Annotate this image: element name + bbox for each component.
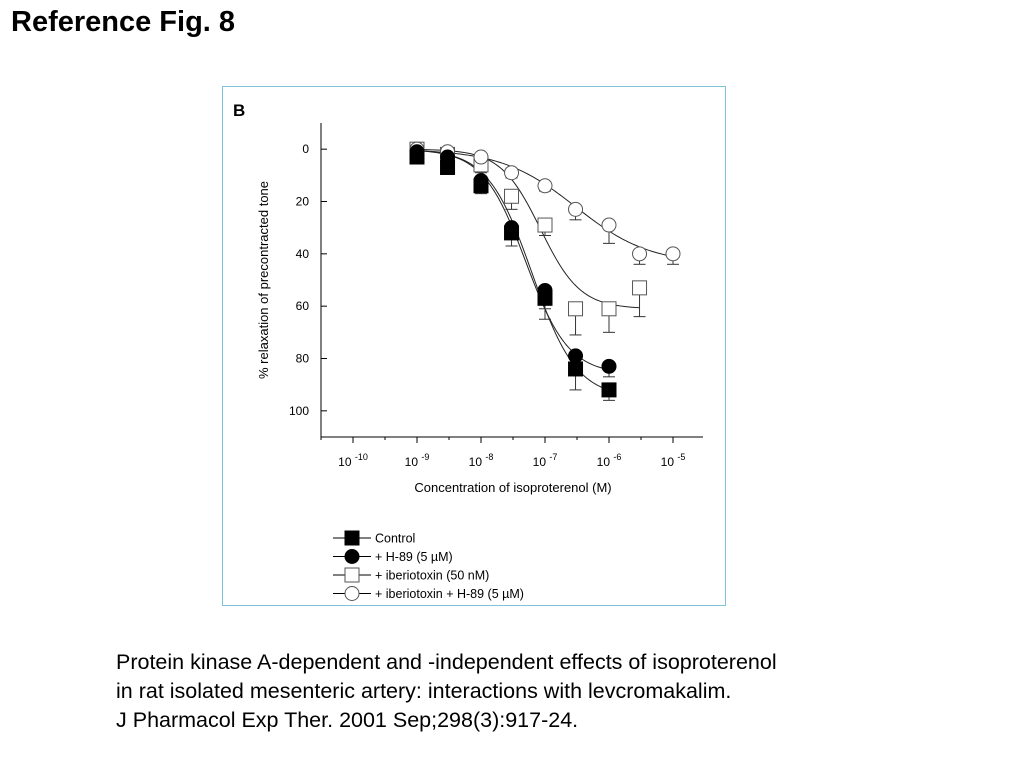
legend-marker <box>344 549 360 564</box>
legend-marker <box>344 530 360 546</box>
data-point <box>537 178 553 194</box>
data-point <box>601 358 617 374</box>
legend-label: + H-89 (5 µM) <box>375 550 453 564</box>
data-point <box>632 246 648 262</box>
data-point <box>568 361 584 377</box>
y-tick-label: 80 <box>296 352 310 366</box>
data-point <box>568 301 584 317</box>
legend: Control + H-89 (5 µM) + iberiotoxin (50 nM… <box>333 530 524 601</box>
caption-line: Protein kinase A-dependent and -independ… <box>116 650 777 674</box>
legend-label: + iberiotoxin + H-89 (5 µM) <box>375 587 524 601</box>
data-point <box>665 246 681 262</box>
legend-label: + iberiotoxin (50 nM) <box>375 569 489 583</box>
slide-title: Reference Fig. 8 <box>11 6 236 38</box>
y-tick-label: 20 <box>296 195 310 209</box>
data-point <box>601 382 617 398</box>
x-tick-label: 10 -7 <box>533 452 558 469</box>
fit-curve <box>416 150 610 371</box>
y-tick-label: 60 <box>296 299 310 313</box>
fit-curve <box>416 150 674 258</box>
x-tick-label: 10 -5 <box>661 452 686 469</box>
figure-frame: B 0 20 40 60 80 100 10 -10 10 -9 10 -8 10 -7 10 -6… <box>222 86 726 606</box>
data-point <box>537 217 553 233</box>
data-points <box>409 141 681 398</box>
y-tick-label: 100 <box>289 404 309 418</box>
y-tick-label: 40 <box>296 247 310 261</box>
data-point <box>504 165 520 181</box>
x-tick-label: 10 -6 <box>597 452 622 469</box>
data-point <box>473 173 489 189</box>
y-axis-label: % relaxation of precontracted tone <box>256 181 271 379</box>
panel-label: B <box>233 101 245 120</box>
chart: B 0 20 40 60 80 100 10 -10 10 -9 10 -8 10 -7 10 -6… <box>233 101 703 601</box>
caption-line: J Pharmacol Exp Ther. 2001 Sep;298(3):91… <box>116 708 579 732</box>
y-tick-label: 0 <box>302 142 309 156</box>
data-point <box>409 144 425 160</box>
legend-label: Control <box>375 532 415 546</box>
data-point <box>568 348 584 364</box>
x-tick-label: 10 -10 <box>338 452 368 469</box>
data-point <box>504 188 520 204</box>
data-point <box>568 201 584 217</box>
data-point <box>440 149 456 165</box>
data-point <box>601 217 617 233</box>
caption-line: in rat isolated mesenteric artery: inter… <box>116 679 732 703</box>
x-tick-label: 10 -9 <box>405 452 430 469</box>
x-axis-label: Concentration of isoproterenol (M) <box>414 480 611 495</box>
x-tick-label: 10 -8 <box>469 452 494 469</box>
data-point <box>601 301 617 317</box>
legend-marker <box>344 567 360 583</box>
data-point <box>473 149 489 165</box>
data-point <box>537 282 553 298</box>
axes: 0 20 40 60 80 100 10 -10 10 -9 10 -8 10 -7 10 -6 10… <box>289 123 703 469</box>
legend-marker <box>344 586 360 601</box>
caption: Protein kinase A-dependent and -independ… <box>116 648 777 735</box>
data-point <box>632 280 648 296</box>
data-point <box>504 220 520 236</box>
